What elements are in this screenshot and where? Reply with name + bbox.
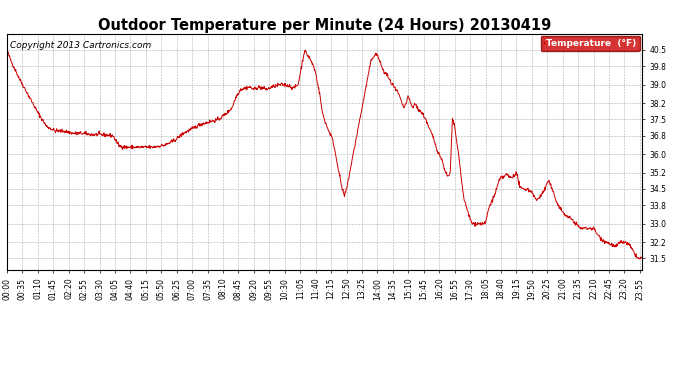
Title: Outdoor Temperature per Minute (24 Hours) 20130419: Outdoor Temperature per Minute (24 Hours… bbox=[98, 18, 551, 33]
Legend: Temperature  (°F): Temperature (°F) bbox=[541, 36, 640, 51]
Text: Copyright 2013 Cartronics.com: Copyright 2013 Cartronics.com bbox=[10, 41, 151, 50]
